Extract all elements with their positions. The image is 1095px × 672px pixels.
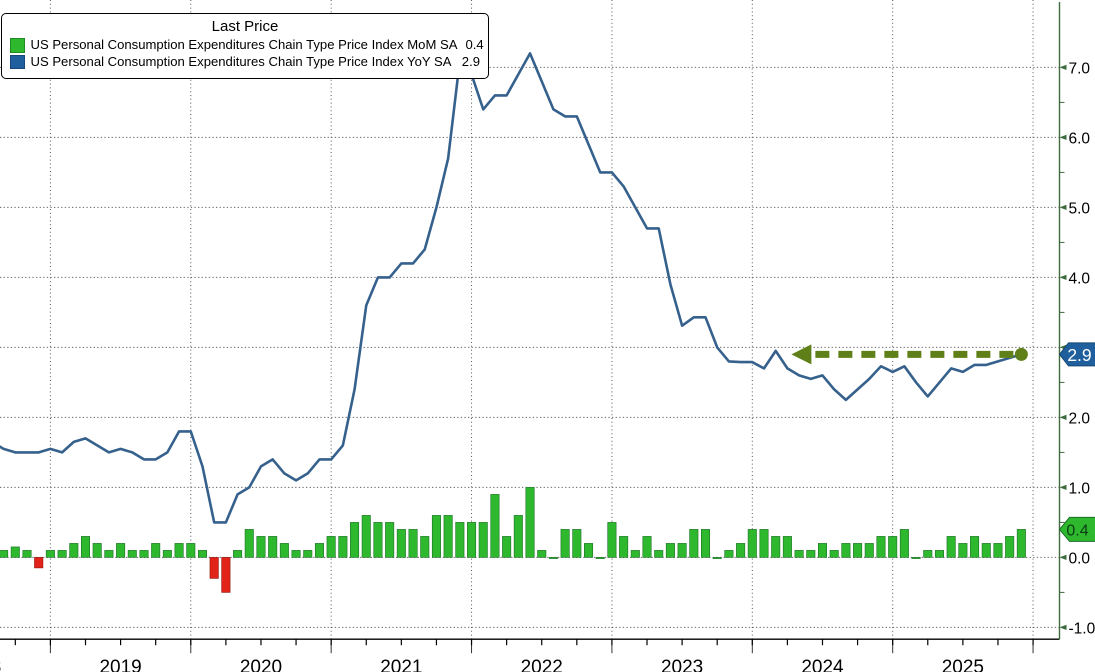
svg-text:0.0: 0.0: [1069, 550, 1091, 567]
svg-text:5.0: 5.0: [1069, 200, 1091, 217]
svg-text:2021: 2021: [380, 657, 422, 672]
svg-text:2020: 2020: [240, 657, 282, 672]
svg-text:0.4: 0.4: [1066, 522, 1088, 539]
svg-text:2022: 2022: [521, 657, 563, 672]
svg-text:7.0: 7.0: [1069, 60, 1091, 77]
svg-text:2019: 2019: [99, 657, 141, 672]
svg-text:1.0: 1.0: [1069, 480, 1091, 497]
svg-text:-1.0: -1.0: [1069, 620, 1095, 637]
svg-text:2.9: 2.9: [1067, 345, 1091, 365]
svg-text:4.0: 4.0: [1069, 270, 1091, 287]
svg-text:2018: 2018: [0, 657, 1, 672]
svg-text:2023: 2023: [661, 657, 703, 672]
svg-text:2.0: 2.0: [1069, 410, 1091, 427]
svg-text:6.0: 6.0: [1069, 130, 1091, 147]
svg-text:2024: 2024: [801, 657, 844, 672]
svg-text:2025: 2025: [942, 657, 984, 672]
